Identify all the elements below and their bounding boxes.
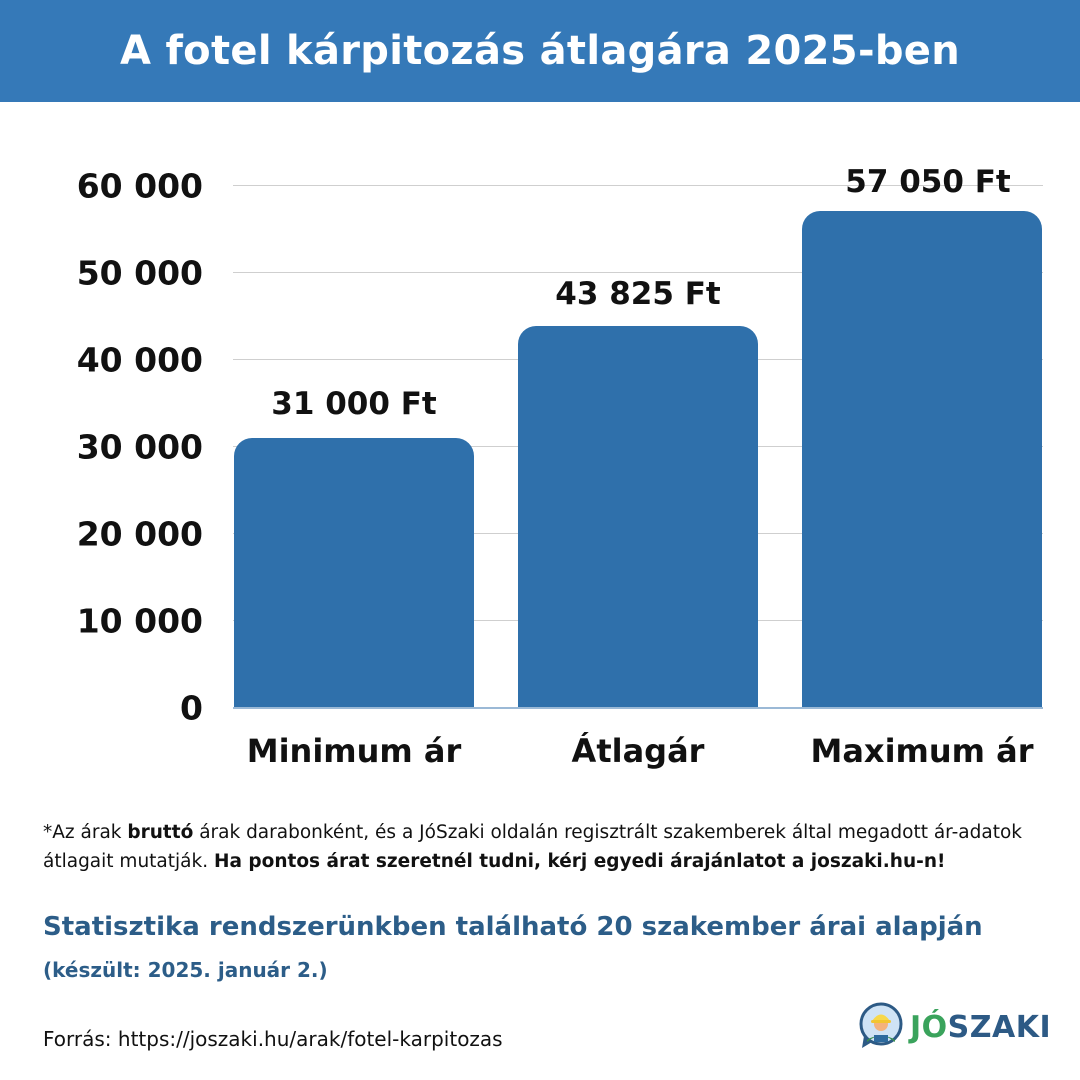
note-middle: árak darabonként, és a JóSzaki oldalán r… — [43, 822, 1022, 872]
y-tick-label: 50 000 — [76, 253, 203, 293]
note-prefix: *Az árak — [43, 822, 128, 843]
note-bold-gross: bruttó — [127, 822, 194, 843]
logo-jo: JÓ — [910, 1009, 948, 1045]
category-label: Maximum ár — [810, 732, 1034, 770]
chart-title: A fotel kárpitozás átlagára 2025-ben — [120, 28, 960, 74]
y-tick-label: 20 000 — [76, 514, 203, 554]
gridline-60000 — [233, 185, 1043, 186]
bar-chart: 60 000 50 000 40 000 30 000 20 000 10 00… — [0, 102, 1080, 802]
statistics-title: Statisztika rendszerünkben található 20 … — [43, 912, 983, 942]
bar-value-label: 57 050 Ft — [845, 164, 1011, 200]
price-disclaimer: *Az árak bruttó árak darabonként, és a J… — [43, 818, 1053, 876]
bar-maximum — [802, 211, 1042, 708]
statistics-date: (készült: 2025. január 2.) — [43, 958, 328, 982]
note-bold-cta: Ha pontos árat szeretnél tudni, kérj egy… — [213, 851, 946, 872]
handyman-avatar-icon — [859, 1002, 903, 1048]
category-label: Átlagár — [571, 732, 705, 770]
source-link[interactable]: Forrás: https://joszaki.hu/arak/fotel-ka… — [43, 1027, 503, 1051]
gridline-50000 — [233, 272, 1043, 273]
joszaki-logo[interactable]: JÓSZAKI — [858, 1002, 1051, 1052]
y-tick-label: 60 000 — [76, 166, 203, 206]
bar-value-label: 43 825 Ft — [555, 276, 721, 312]
y-tick-label: 30 000 — [76, 427, 203, 467]
bar-value-label: 31 000 Ft — [271, 386, 437, 422]
header-banner: A fotel kárpitozás átlagára 2025-ben — [0, 0, 1080, 102]
y-tick-label: 40 000 — [76, 340, 203, 380]
bar-average — [518, 326, 758, 708]
x-axis-baseline — [233, 707, 1043, 709]
category-label: Minimum ár — [246, 732, 462, 770]
logo-wordmark: JÓSZAKI — [910, 1010, 1051, 1045]
logo-szaki: SZAKI — [947, 1009, 1052, 1045]
y-tick-label: 0 — [180, 688, 203, 728]
bar-minimum — [234, 438, 474, 708]
y-tick-label: 10 000 — [76, 601, 203, 641]
